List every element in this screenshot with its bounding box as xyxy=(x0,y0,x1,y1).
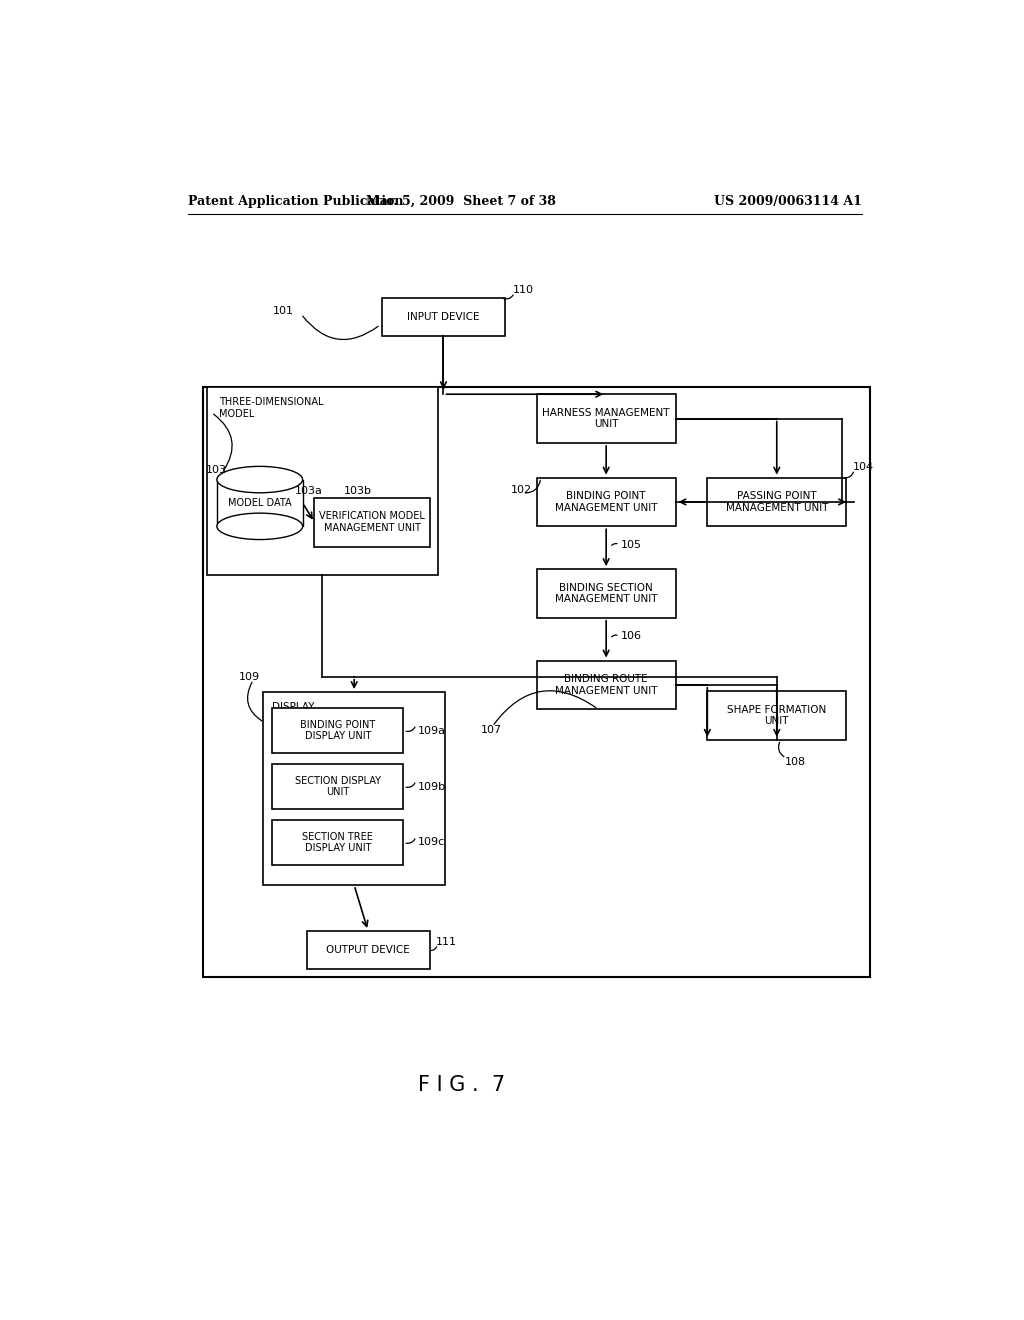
Bar xyxy=(708,690,846,739)
Text: 108: 108 xyxy=(784,758,806,767)
Text: 101: 101 xyxy=(272,306,294,315)
Text: SECTION DISPLAY
UNIT: SECTION DISPLAY UNIT xyxy=(295,776,381,797)
Text: SHAPE FORMATION
UNIT: SHAPE FORMATION UNIT xyxy=(727,705,826,726)
Text: INPUT DEVICE: INPUT DEVICE xyxy=(408,312,479,322)
Text: 104: 104 xyxy=(853,462,873,473)
Bar xyxy=(537,660,676,709)
Text: 109a: 109a xyxy=(418,726,445,735)
Text: Patent Application Publication: Patent Application Publication xyxy=(187,194,403,207)
Bar xyxy=(217,479,303,527)
Text: BINDING POINT
DISPLAY UNIT: BINDING POINT DISPLAY UNIT xyxy=(300,719,376,742)
Bar xyxy=(272,764,403,809)
Bar xyxy=(204,387,870,977)
Text: THREE-DIMENSIONAL
MODEL: THREE-DIMENSIONAL MODEL xyxy=(219,397,324,418)
Bar xyxy=(272,709,403,752)
Text: 109c: 109c xyxy=(418,837,444,847)
Text: PASSING POINT
MANAGEMENT UNIT: PASSING POINT MANAGEMENT UNIT xyxy=(726,491,828,512)
Text: 105: 105 xyxy=(621,540,641,549)
Text: MODEL DATA: MODEL DATA xyxy=(228,498,292,508)
Bar xyxy=(272,820,403,865)
Ellipse shape xyxy=(217,466,303,492)
Bar xyxy=(306,931,430,969)
Text: 110: 110 xyxy=(513,285,534,294)
Text: 111: 111 xyxy=(436,937,457,946)
Text: Mar. 5, 2009  Sheet 7 of 38: Mar. 5, 2009 Sheet 7 of 38 xyxy=(367,194,556,207)
Bar xyxy=(207,387,437,576)
Text: BINDING POINT
MANAGEMENT UNIT: BINDING POINT MANAGEMENT UNIT xyxy=(555,491,657,512)
Bar xyxy=(537,395,676,444)
Text: HARNESS MANAGEMENT
UNIT: HARNESS MANAGEMENT UNIT xyxy=(543,408,670,429)
Bar xyxy=(314,498,430,546)
Text: SECTION TREE
DISPLAY UNIT: SECTION TREE DISPLAY UNIT xyxy=(302,832,374,853)
Text: 107: 107 xyxy=(481,725,503,735)
Text: 103a: 103a xyxy=(295,486,323,496)
Text: US 2009/0063114 A1: US 2009/0063114 A1 xyxy=(714,194,862,207)
Text: 102: 102 xyxy=(511,484,531,495)
Text: BINDING ROUTE
MANAGEMENT UNIT: BINDING ROUTE MANAGEMENT UNIT xyxy=(555,675,657,696)
Text: 103b: 103b xyxy=(344,486,372,496)
Bar xyxy=(382,297,505,337)
Bar xyxy=(537,569,676,618)
Text: F I G .  7: F I G . 7 xyxy=(418,1076,505,1096)
Bar xyxy=(263,692,445,886)
Text: 109: 109 xyxy=(240,672,260,681)
Ellipse shape xyxy=(217,513,303,540)
Text: 103: 103 xyxy=(206,466,226,475)
Text: DISPLAY: DISPLAY xyxy=(272,702,315,713)
Text: 109b: 109b xyxy=(418,781,445,792)
Text: 106: 106 xyxy=(621,631,641,642)
Text: BINDING SECTION
MANAGEMENT UNIT: BINDING SECTION MANAGEMENT UNIT xyxy=(555,582,657,605)
Text: VERIFICATION MODEL
MANAGEMENT UNIT: VERIFICATION MODEL MANAGEMENT UNIT xyxy=(319,511,425,533)
Bar xyxy=(537,478,676,527)
Bar xyxy=(708,478,846,527)
Text: OUTPUT DEVICE: OUTPUT DEVICE xyxy=(327,945,410,956)
